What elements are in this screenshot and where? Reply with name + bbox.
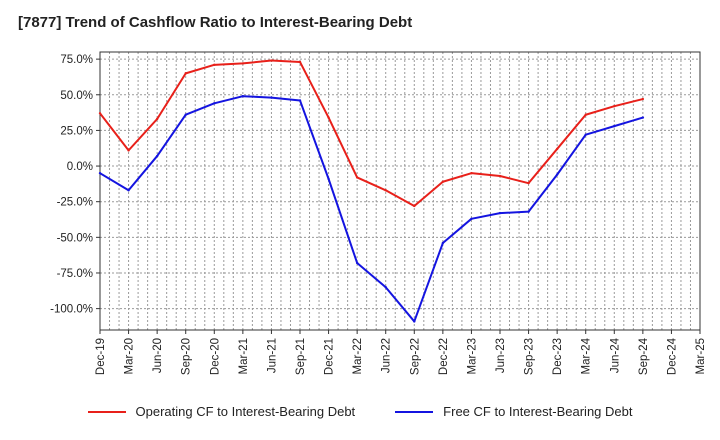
free-cf-point (384, 286, 387, 289)
y-tick-label: 0.0% (67, 161, 93, 173)
free-cf-point (470, 217, 473, 220)
free-cf-point (155, 154, 159, 158)
free-cf-point (241, 94, 245, 98)
operating-cf-point (470, 171, 473, 175)
legend-swatch-operating-cf (87, 410, 126, 413)
y-tick-label: -25.0% (57, 197, 93, 209)
operating-cf-point (184, 72, 187, 75)
y-tick-label: -50.0% (57, 232, 93, 244)
axis-ticks: 75.0% 50.0% 25.0% 0.0% -25.0% -50.0% -75.0% -10… (50, 54, 707, 375)
operating-cf-point (155, 117, 159, 121)
x-tick-label: Mar-23 (466, 338, 478, 374)
operating-cf-point (613, 104, 616, 108)
free-cf-point (355, 261, 359, 265)
operating-cf-point (127, 149, 130, 152)
legend-label-operating-cf: Operating CF to Interest-Bearing Debt (135, 404, 356, 419)
free-cf-point (498, 211, 502, 215)
series-line-operating-cf (99, 59, 644, 207)
y-tick-label: -75.0% (57, 268, 93, 280)
free-cf-point (213, 102, 216, 105)
operating-cf-point (641, 97, 645, 101)
operating-cf-point (498, 174, 502, 178)
x-tick-label: Sep-20 (181, 338, 193, 375)
operating-cf-point (441, 180, 445, 183)
free-cf-point (270, 96, 273, 99)
free-cf-point (98, 171, 102, 175)
free-cf-point (413, 320, 416, 323)
free-cf-point (298, 99, 302, 102)
x-tick-label: Jun-24 (609, 337, 621, 373)
operating-cf-point (555, 147, 559, 151)
free-cf-point (641, 116, 645, 119)
legend-swatch-free-cf (395, 410, 434, 413)
x-tick-label: Mar-20 (124, 338, 136, 374)
x-tick-label: Mar-21 (238, 338, 250, 374)
free-cf-point (555, 173, 559, 176)
free-cf-point (184, 113, 187, 116)
free-cf-point (127, 189, 130, 192)
legend-item-operating-cf: Operating CF to Interest-Bearing Debt (87, 404, 356, 419)
operating-cf-point (413, 204, 416, 208)
x-tick-label: Sep-21 (295, 338, 307, 375)
operating-cf-point (98, 112, 102, 115)
operating-cf-point (270, 59, 273, 62)
operating-cf-point (355, 176, 359, 179)
series-line-free-cf (99, 95, 644, 323)
x-tick-label: Dec-19 (95, 338, 107, 375)
x-tick-label: Jun-23 (495, 338, 507, 373)
x-tick-label: Sep-24 (638, 337, 650, 375)
y-tick-label: 75.0% (60, 54, 93, 66)
x-tick-label: Mar-25 (695, 338, 707, 374)
x-tick-label: Sep-23 (524, 338, 536, 375)
operating-cf-point (584, 113, 587, 116)
x-tick-label: Jun-20 (152, 338, 164, 373)
chart-title: [7877] Trend of Cashflow Ratio to Intere… (18, 14, 413, 31)
grid-lines (100, 52, 700, 330)
x-tick-label: Dec-24 (666, 337, 678, 375)
x-tick-label: Dec-23 (552, 338, 564, 375)
x-tick-label: Dec-21 (324, 338, 336, 375)
operating-cf-point (327, 116, 330, 119)
x-tick-label: Dec-20 (209, 338, 221, 375)
x-tick-label: Dec-22 (438, 338, 450, 375)
y-tick-label: 25.0% (60, 125, 93, 137)
x-tick-label: Jun-22 (381, 338, 393, 373)
y-tick-label: -100.0% (50, 304, 93, 316)
x-tick-label: Mar-22 (352, 338, 364, 374)
operating-cf-point (213, 63, 216, 67)
x-tick-label: Mar-24 (581, 337, 593, 374)
free-cf-point (327, 177, 330, 181)
legend-label-free-cf: Free CF to Interest-Bearing Debt (443, 404, 633, 419)
x-tick-label: Sep-22 (409, 338, 421, 375)
free-cf-point (613, 124, 616, 128)
operating-cf-point (298, 60, 302, 64)
series-lines (98, 59, 645, 323)
y-tick-label: 50.0% (60, 90, 93, 102)
operating-cf-point (527, 181, 530, 185)
legend: Operating CF to Interest-Bearing Debt Fr… (0, 404, 720, 419)
operating-cf-point (241, 62, 245, 65)
free-cf-point (584, 133, 587, 136)
plot-frame (99, 51, 701, 331)
x-tick-label: Jun-21 (266, 338, 278, 373)
operating-cf-point (384, 189, 387, 192)
legend-item-free-cf: Free CF to Interest-Bearing Debt (395, 404, 632, 419)
free-cf-point (441, 241, 445, 245)
free-cf-point (527, 210, 530, 213)
